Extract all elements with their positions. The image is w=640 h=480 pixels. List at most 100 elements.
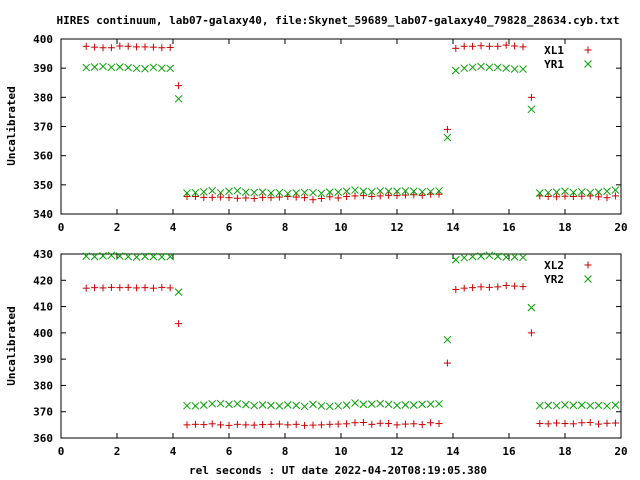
data-point <box>401 191 409 199</box>
data-point <box>577 401 586 409</box>
data-point <box>485 63 494 72</box>
data-point <box>208 193 216 201</box>
data-point <box>116 284 124 292</box>
data-point <box>376 187 385 195</box>
data-point <box>611 401 620 409</box>
data-point <box>334 194 342 202</box>
x-tick-label: 18 <box>558 221 571 234</box>
data-point <box>544 401 553 410</box>
data-point <box>586 188 595 197</box>
data-point <box>149 284 157 292</box>
data-point <box>595 420 603 428</box>
plot-frame <box>60 38 622 215</box>
data-point <box>418 421 426 429</box>
data-point <box>342 187 351 196</box>
data-point <box>217 421 225 429</box>
data-point <box>511 42 519 50</box>
y-tick-label: 380 <box>33 379 53 392</box>
data-point <box>553 419 561 427</box>
data-point <box>133 284 141 292</box>
data-point <box>326 420 334 428</box>
data-point <box>569 193 577 200</box>
data-point <box>107 44 115 52</box>
data-point <box>451 255 460 264</box>
data-point <box>82 284 90 292</box>
data-point <box>90 252 99 261</box>
series-YR1 <box>82 62 620 198</box>
data-point <box>124 283 132 291</box>
data-point <box>132 64 141 73</box>
data-point <box>485 42 493 50</box>
data-point <box>477 252 485 260</box>
y-tick-label: 340 <box>33 208 53 221</box>
data-point <box>250 401 259 410</box>
data-point <box>343 420 351 428</box>
data-point <box>241 400 250 409</box>
data-point <box>208 399 217 408</box>
data-point <box>553 193 561 201</box>
data-point <box>611 419 619 427</box>
data-point <box>569 188 578 197</box>
data-point <box>368 193 376 200</box>
data-point <box>115 252 124 260</box>
data-point <box>309 421 317 429</box>
data-point <box>409 187 418 196</box>
legend-label: YR1 <box>544 58 564 71</box>
data-point <box>292 189 301 197</box>
data-point <box>401 420 409 428</box>
data-point <box>300 188 309 197</box>
y-tick-label: 380 <box>33 91 53 104</box>
data-point <box>183 421 191 429</box>
data-point <box>175 320 183 328</box>
x-tick-label: 16 <box>502 221 516 234</box>
data-point <box>107 251 116 260</box>
data-point <box>317 421 325 429</box>
data-point <box>191 420 199 428</box>
data-point <box>225 421 233 429</box>
data-point <box>561 192 569 200</box>
data-point <box>250 188 259 197</box>
data-point <box>578 419 586 427</box>
data-point <box>216 188 225 197</box>
data-point <box>460 284 468 292</box>
data-point <box>208 186 217 195</box>
data-point <box>586 192 594 200</box>
data-point <box>259 421 267 429</box>
x-tick-label: 12 <box>390 445 403 458</box>
data-point <box>275 188 284 197</box>
data-point <box>124 252 133 261</box>
data-point <box>233 420 241 428</box>
data-point <box>149 43 157 51</box>
data-point <box>300 402 309 411</box>
data-point <box>334 188 343 196</box>
x-tick-label: 4 <box>170 445 177 458</box>
legend-label: XL1 <box>544 44 564 57</box>
data-point <box>342 401 351 409</box>
y-tick-label: 350 <box>33 179 53 192</box>
data-point <box>535 189 544 197</box>
data-point <box>477 283 485 291</box>
data-point <box>519 65 527 73</box>
data-point <box>502 64 511 73</box>
data-point <box>401 401 410 409</box>
data-point <box>435 399 443 408</box>
legend-marker <box>584 60 592 68</box>
y-tick-label: 420 <box>33 274 53 287</box>
x-tick-label: 4 <box>170 221 177 234</box>
data-point <box>493 63 502 72</box>
series-YR2 <box>82 251 620 411</box>
data-point <box>183 193 191 200</box>
data-point <box>569 401 578 410</box>
data-point <box>603 419 611 427</box>
data-point <box>418 187 427 196</box>
x-tick-label: 20 <box>614 445 627 458</box>
data-point <box>594 401 603 410</box>
data-point <box>216 399 225 408</box>
data-point <box>183 189 191 197</box>
data-point <box>393 401 401 410</box>
data-point <box>250 421 258 429</box>
x-tick-label: 16 <box>502 445 516 458</box>
data-point <box>544 420 552 428</box>
data-point <box>603 194 611 202</box>
